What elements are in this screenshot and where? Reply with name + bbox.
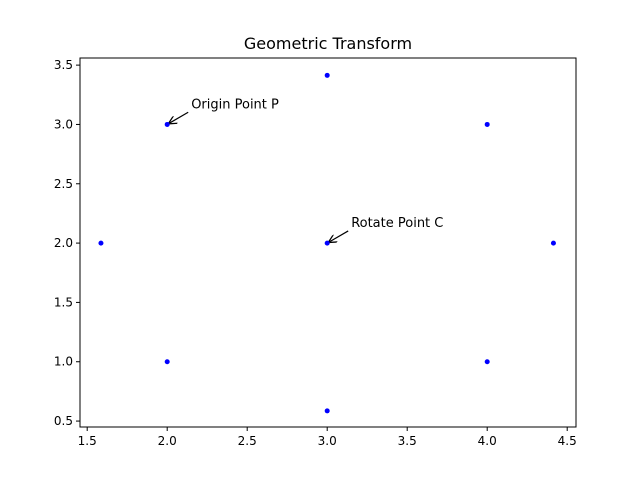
- data-point: [324, 240, 330, 246]
- x-tick-label: 3.5: [398, 434, 417, 448]
- annotation-arrow: [329, 230, 349, 242]
- data-point: [484, 121, 490, 127]
- x-axis: 1.5 2.0 2.5 3.0 3.5 4.0 4.5: [78, 427, 577, 448]
- x-tick-label: 4.5: [558, 434, 577, 448]
- y-tick-label: 3.0: [54, 117, 73, 131]
- annotation-label: Origin Point P: [191, 97, 279, 112]
- y-tick-label: 1.5: [54, 295, 73, 309]
- y-tick-label: 2.0: [54, 236, 73, 250]
- data-point: [98, 240, 104, 246]
- x-tick-label: 3.0: [318, 434, 337, 448]
- data-point: [550, 240, 556, 246]
- y-axis: 0.5 1.0 1.5 2.0 2.5 3.0 3.5: [54, 58, 80, 428]
- plot-frame: [79, 57, 577, 428]
- chart-title: Geometric Transform: [244, 34, 412, 53]
- data-point: [484, 359, 490, 365]
- x-tick-label: 2.0: [158, 434, 177, 448]
- annotation-arrow: [169, 111, 189, 123]
- data-point: [164, 359, 170, 365]
- x-tick-label: 1.5: [78, 434, 97, 448]
- data-points: [98, 72, 556, 414]
- x-tick-label: 4.0: [478, 434, 497, 448]
- x-tick-label: 2.5: [238, 434, 257, 448]
- y-tick-label: 3.5: [54, 58, 73, 72]
- data-point: [324, 408, 330, 414]
- data-point: [324, 72, 330, 78]
- data-point: [164, 121, 170, 127]
- y-tick-label: 2.5: [54, 177, 73, 191]
- annotations: Origin Point P Rotate Point C: [169, 97, 443, 242]
- y-tick-label: 0.5: [54, 414, 73, 428]
- y-tick-label: 1.0: [54, 355, 73, 369]
- annotation-label: Rotate Point C: [351, 216, 443, 231]
